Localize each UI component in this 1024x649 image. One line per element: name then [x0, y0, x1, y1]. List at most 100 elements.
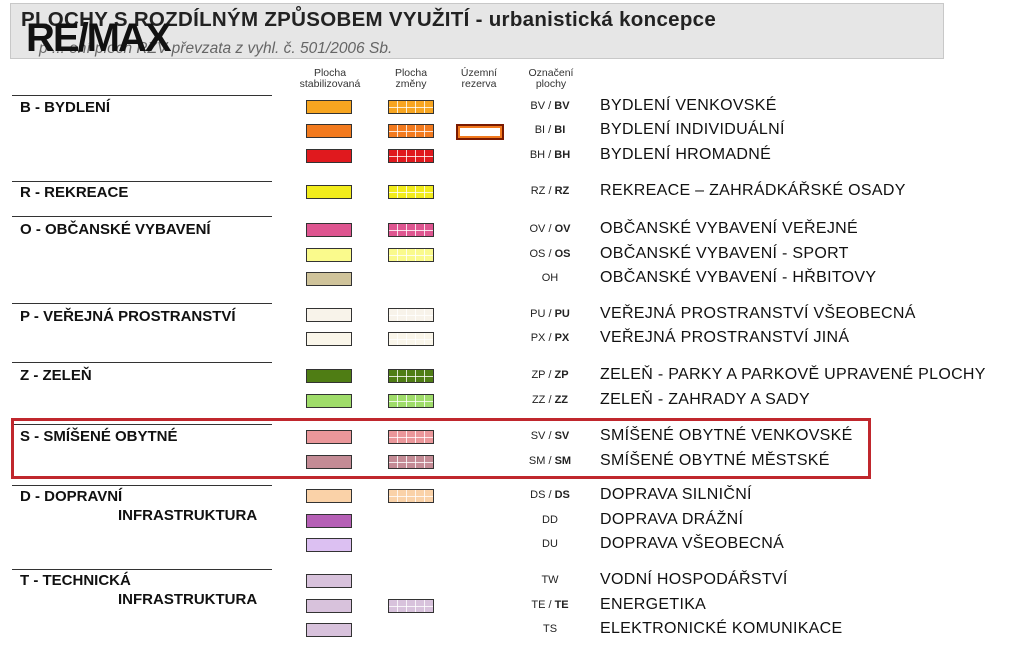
area-code-bold: OV: [554, 223, 571, 235]
area-code-light: DS: [530, 489, 546, 501]
legend-swatch-stabilized: [306, 514, 352, 528]
area-code-bold: RZ: [554, 185, 570, 197]
area-code: TE / TE: [531, 599, 569, 611]
column-header-line: Označení: [528, 67, 574, 79]
area-code: PU / PU: [530, 308, 570, 320]
area-code-light: SM: [528, 455, 546, 467]
remax-logo: RE/MAX: [26, 16, 172, 60]
area-label: ELEKTRONICKÉ KOMUNIKACE: [600, 620, 843, 637]
legend-swatch-stabilized: [306, 185, 352, 199]
page-title: PLOCHY S ROZDÍLNÝM ZPŮSOBEM VYUŽITÍ - ur…: [21, 8, 717, 31]
category-divider: [12, 424, 272, 425]
area-label: SMÍŠENÉ OBYTNÉ VENKOVSKÉ: [600, 427, 853, 444]
category-title: D - DOPRAVNÍ: [20, 488, 123, 505]
area-label: VEŘEJNÁ PROSTRANSTVÍ JINÁ: [600, 329, 850, 346]
area-code-bold: PU: [554, 308, 570, 320]
legend-swatch-change: [388, 430, 434, 444]
area-label: OBČANSKÉ VYBAVENÍ - HŘBITOVY: [600, 269, 877, 286]
category-title: S - SMÍŠENÉ OBYTNÉ: [20, 428, 178, 445]
legend-swatch-change: [388, 489, 434, 503]
legend-swatch-stabilized: [306, 623, 352, 637]
area-code-light: PX: [530, 332, 546, 344]
area-code: DD: [520, 514, 580, 526]
legend-swatch-stabilized: [306, 272, 352, 286]
legend-swatch-change: [388, 332, 434, 346]
legend-swatch-change: [388, 308, 434, 322]
column-header-line: Plocha: [313, 67, 347, 79]
category-title: B - BYDLENÍ: [20, 99, 110, 116]
area-code: BH / BH: [529, 149, 571, 161]
area-code-bold: OS: [554, 248, 571, 260]
column-header-line: stabilizovaná: [299, 78, 361, 90]
legend-swatch-change: [388, 455, 434, 469]
area-code-light: DD: [542, 514, 558, 526]
category-title: R - REKREACE: [20, 184, 129, 201]
legend-swatch-change: [388, 394, 434, 408]
area-code: PX / PX: [530, 332, 570, 344]
area-code-bold: PX: [554, 332, 570, 344]
area-code: OV / OV: [529, 223, 571, 235]
area-code: TS: [520, 623, 580, 635]
area-code-light: SV: [530, 430, 546, 442]
area-code-light: PU: [530, 308, 546, 320]
area-code-light: OS: [529, 248, 546, 260]
area-code-light: ZP: [531, 369, 546, 381]
category-divider: [12, 362, 272, 363]
legend-swatch-change: [388, 185, 434, 199]
legend-swatch-stabilized: [306, 538, 352, 552]
column-header-change: Plocha změny: [376, 68, 446, 90]
category-title-line2: INFRASTRUKTURA: [118, 591, 258, 608]
area-code-bold: DS: [554, 489, 570, 501]
area-label: REKREACE – ZAHRÁDKÁŘSKÉ OSADY: [600, 182, 906, 199]
column-header-line: Plocha: [394, 67, 428, 79]
area-code: TW: [520, 574, 580, 586]
category-title: T - TECHNICKÁ: [20, 572, 131, 589]
area-code: SV / SV: [530, 430, 570, 442]
area-code: BI / BI: [534, 124, 566, 136]
column-header-stabilized: Plocha stabilizovaná: [290, 68, 370, 90]
header-banner: PLOCHY S ROZDÍLNÝM ZPŮSOBEM VYUŽITÍ - ur…: [10, 3, 944, 59]
legend-swatch-stabilized: [306, 369, 352, 383]
legend-swatch-stabilized: [306, 248, 352, 262]
legend-swatch-change: [388, 124, 434, 138]
area-code-bold: SV: [554, 430, 570, 442]
legend-swatch-stabilized: [306, 100, 352, 114]
legend-swatch-stabilized: [306, 332, 352, 346]
legend-swatch-stabilized: [306, 455, 352, 469]
area-code-bold: BV: [554, 100, 570, 112]
legend-swatch-stabilized: [306, 394, 352, 408]
legend-swatch-stabilized: [306, 599, 352, 613]
area-code-light: TE: [531, 599, 546, 611]
area-code-light: TW: [541, 574, 559, 586]
column-header-reserve: Územní rezerva: [446, 68, 512, 90]
area-label: BYDLENÍ INDIVIDUÁLNÍ: [600, 121, 785, 138]
area-code-light: BV: [530, 100, 546, 112]
area-code: ZP / ZP: [531, 369, 569, 381]
area-code: DU: [520, 538, 580, 550]
area-code-light: BH: [529, 149, 546, 161]
legend-swatch-stabilized: [306, 308, 352, 322]
reserve-swatch-bi: [456, 124, 504, 140]
page-subtitle: p ... ení ploch RZV převzata z vyhl. č. …: [39, 40, 393, 57]
legend-swatch-change: [388, 149, 434, 163]
category-title: Z - ZELEŇ: [20, 367, 92, 384]
category-title: O - OBČANSKÉ VYBAVENÍ: [20, 221, 211, 238]
area-code: OH: [520, 272, 580, 284]
area-label: ZELEŇ - ZAHRADY A SADY: [600, 391, 810, 408]
category-title: P - VEŘEJNÁ PROSTRANSTVÍ: [20, 308, 236, 325]
area-label: OBČANSKÉ VYBAVENÍ VEŘEJNÉ: [600, 220, 858, 237]
category-divider: [12, 181, 272, 182]
area-label: SMÍŠENÉ OBYTNÉ MĚSTSKÉ: [600, 452, 830, 469]
area-label: DOPRAVA VŠEOBECNÁ: [600, 535, 785, 552]
area-code-light: DU: [542, 538, 558, 550]
highlight-box-smisene-obytne: [11, 418, 871, 479]
area-code-bold: ZP: [554, 369, 569, 381]
column-header-line: změny: [395, 78, 427, 90]
area-label: BYDLENÍ VENKOVSKÉ: [600, 97, 777, 114]
legend-swatch-stabilized: [306, 124, 352, 138]
area-code-bold: ZZ: [554, 394, 569, 406]
area-code-bold: BI: [554, 124, 566, 136]
area-code: DS / DS: [530, 489, 570, 501]
area-code-light: ZZ: [531, 394, 546, 406]
legend-swatch-stabilized: [306, 430, 352, 444]
